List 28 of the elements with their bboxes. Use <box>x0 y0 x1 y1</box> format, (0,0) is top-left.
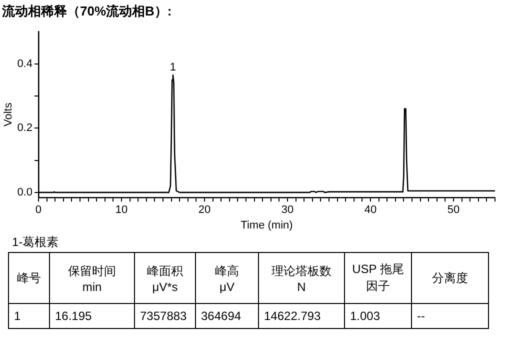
text: USP 拖尾因子 <box>344 252 412 304</box>
chart-title: 流动相稀释（70%流动相B）: <box>1 3 172 18</box>
text: 理论塔板数 N <box>258 252 344 304</box>
text: 1-葛根素 <box>12 234 59 251</box>
x-tick-label: 50 <box>447 204 460 216</box>
x-tick-label: 0 <box>35 204 42 216</box>
y-axis-title: Volts <box>2 102 15 127</box>
x-tick-label: 20 <box>198 204 211 216</box>
text: 保留时间 min <box>50 252 134 304</box>
x-tick-label: 30 <box>281 204 294 216</box>
annotation: 1 <box>170 62 176 74</box>
x-tick-label: 40 <box>364 204 377 216</box>
text: 峰高 μV <box>196 252 258 304</box>
text: 7357883 <box>134 304 196 328</box>
text: 14622.793 <box>258 304 344 328</box>
text: 364694 <box>196 304 258 328</box>
text: 峰面积 μV*s <box>134 252 196 304</box>
text: 峰号 <box>8 252 50 304</box>
text: 分离度 <box>412 252 488 304</box>
y-tick-label: 0.4 <box>17 58 32 70</box>
x-axis-title: Time (min) <box>240 219 293 232</box>
y-tick-label: 0.2 <box>17 122 32 134</box>
x-tick-label: 10 <box>115 204 128 216</box>
text: -- <box>412 304 488 328</box>
text: 1.003 <box>344 304 412 328</box>
y-tick-label: 0.0 <box>17 186 32 198</box>
text: 1 <box>8 304 50 328</box>
text: 16.195 <box>50 304 134 328</box>
